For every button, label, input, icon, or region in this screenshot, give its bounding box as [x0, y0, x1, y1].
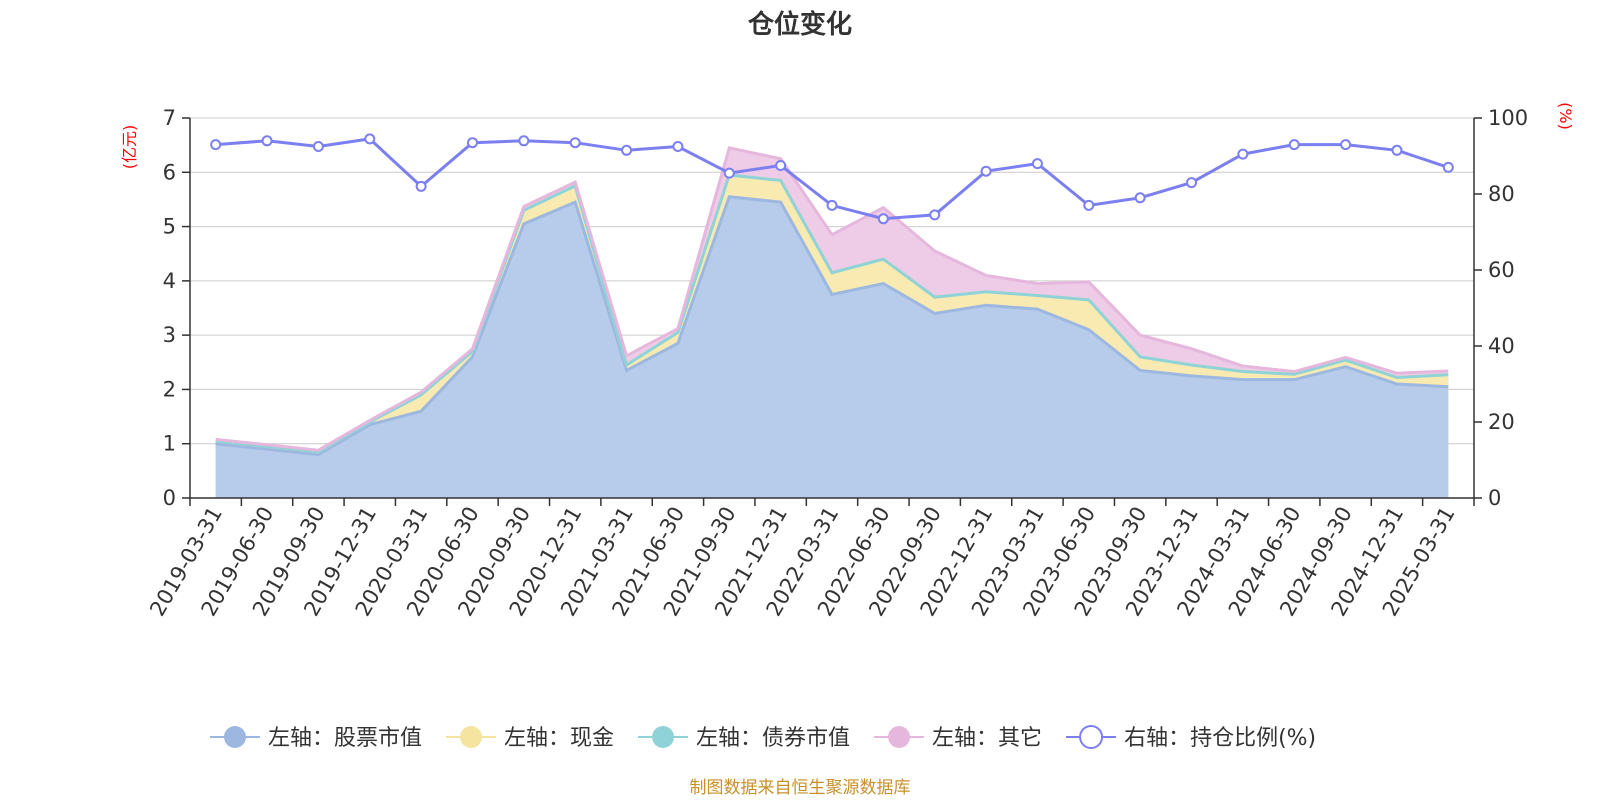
left-tick-label: 6	[163, 160, 176, 184]
legend-item-2: 左轴：债券市值	[638, 726, 850, 751]
right-tick-label: 100	[1488, 106, 1528, 130]
right-tick-label: 0	[1488, 486, 1501, 510]
ratio-point	[929, 209, 941, 221]
ratio-point	[518, 135, 530, 147]
ratio-point	[312, 141, 324, 152]
ratio-point	[672, 141, 684, 152]
stacked-areas	[215, 146, 1449, 498]
legend-label: 左轴：债券市值	[696, 726, 850, 751]
left-tick-label: 3	[163, 323, 176, 347]
ratio-point	[1031, 158, 1043, 170]
position-ratio-line	[210, 133, 1454, 225]
legend-label: 左轴：其它	[932, 726, 1042, 751]
ratio-point	[877, 213, 889, 225]
ratio-point	[1340, 139, 1352, 151]
ratio-point	[1237, 148, 1249, 160]
legend-label: 左轴：股票市值	[268, 726, 422, 751]
source-note: 制图数据来自恒生聚源数据库	[690, 778, 911, 798]
legend-label: 右轴：持仓比例(%)	[1124, 726, 1316, 751]
area-edge-3	[215, 146, 1449, 452]
right-tick-label: 20	[1488, 410, 1515, 434]
legend-marker	[460, 726, 483, 748]
left-tick-label: 2	[163, 377, 176, 401]
legend-item-1: 左轴：现金	[446, 726, 614, 751]
right-tick-label: 40	[1488, 334, 1515, 358]
ratio-point	[261, 135, 273, 147]
ratio-point	[1288, 139, 1300, 151]
ratio-point	[210, 139, 222, 151]
left-tick-label: 4	[163, 269, 176, 293]
chart-title: 仓位变化	[747, 9, 852, 40]
left-tick-label: 1	[163, 432, 176, 456]
ratio-point	[415, 180, 427, 192]
ratio-point	[1134, 192, 1146, 204]
ratio-point	[621, 144, 633, 156]
ratio-point	[1186, 177, 1198, 189]
ratio-point	[775, 160, 787, 171]
legend-item-4: 右轴：持仓比例(%)	[1066, 725, 1316, 751]
legend-label: 左轴：现金	[504, 726, 614, 751]
ratio-point	[364, 133, 376, 145]
ratio-point	[1083, 199, 1095, 211]
right-tick-label: 60	[1488, 258, 1515, 282]
left-tick-label: 0	[163, 486, 176, 510]
legend-marker	[224, 726, 246, 748]
ratio-point	[1391, 144, 1403, 156]
right-tick-label: 80	[1488, 182, 1515, 206]
left-tick-label: 7	[163, 106, 176, 130]
left-tick-label: 5	[163, 215, 176, 239]
area-0	[215, 196, 1449, 498]
ratio-point	[826, 199, 838, 211]
ratio-point	[569, 137, 581, 149]
ratio-point	[723, 167, 735, 179]
area-edge-0	[215, 195, 1449, 457]
legend-marker	[652, 726, 675, 748]
legend-marker	[1079, 725, 1104, 749]
legend-item-3: 左轴：其它	[874, 726, 1042, 751]
legend-item-0: 左轴：股票市值	[210, 726, 422, 751]
ratio-point	[980, 165, 992, 177]
legend-marker	[888, 726, 911, 748]
ratio-point	[466, 137, 478, 149]
ratio-point	[1442, 161, 1454, 173]
area-edge-2	[215, 173, 1449, 454]
legend: 左轴：股票市值 左轴：现金 左轴：债券市值 左轴：其它 右轴：持仓比例(%)	[210, 725, 1316, 751]
left-axis-unit: (亿元)	[120, 125, 139, 170]
right-axis-unit: (%)	[1556, 102, 1575, 130]
